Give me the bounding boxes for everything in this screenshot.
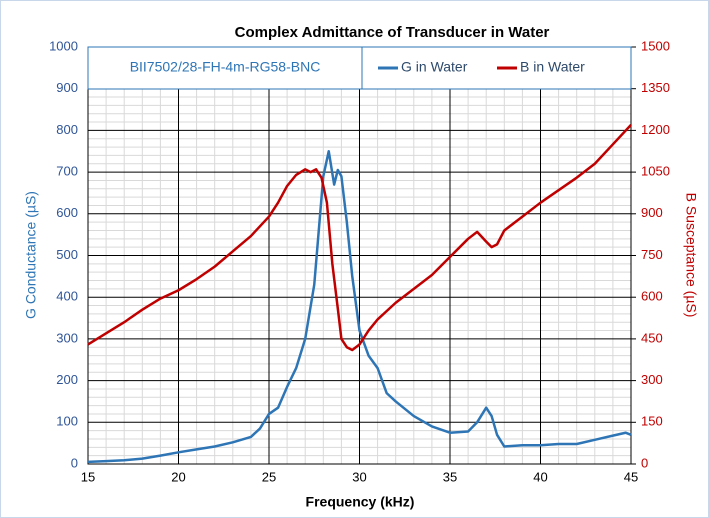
y-tick-label: 500 — [56, 247, 78, 262]
y2-tick-label: 1350 — [641, 80, 670, 95]
x-tick-label: 15 — [81, 469, 95, 484]
y2-tick-label: 1200 — [641, 122, 670, 137]
y2-tick-label: 750 — [641, 247, 663, 262]
y-tick-label: 900 — [56, 80, 78, 95]
y-tick-label: 0 — [71, 455, 78, 470]
y2-tick-label: 600 — [641, 289, 663, 304]
series-line — [87, 123, 632, 352]
y2-tick-label: 0 — [641, 455, 648, 470]
y-tick-label: 800 — [56, 122, 78, 137]
y2-tick-label: 450 — [641, 330, 663, 345]
y-axis-label: G Conductance (µS) — [23, 191, 39, 319]
y-tick-label: 300 — [56, 330, 78, 345]
y-tick-label: 600 — [56, 205, 78, 220]
x-tick-label: 45 — [624, 469, 638, 484]
annotation: BII7502/28-FH-4m-RG58-BNC — [130, 59, 321, 75]
y-tick-label: 1000 — [49, 38, 78, 53]
x-tick-label: 40 — [533, 469, 547, 484]
x-tick-label: 20 — [171, 469, 185, 484]
x-tick-label: 35 — [443, 469, 457, 484]
y-tick-label: 400 — [56, 289, 78, 304]
y-tick-label: 100 — [56, 414, 78, 429]
x-axis-label: Frequency (kHz) — [306, 494, 415, 510]
y2-tick-label: 900 — [641, 205, 663, 220]
chart-title: Complex Admittance of Transducer in Wate… — [235, 24, 550, 41]
y2-tick-label: 300 — [641, 372, 663, 387]
x-tick-label: 25 — [262, 469, 276, 484]
legend-label: G in Water — [401, 59, 468, 75]
x-tick-label: 30 — [352, 469, 366, 484]
y-tick-label: 700 — [56, 164, 78, 179]
series-line — [87, 150, 632, 464]
legend-box — [87, 46, 632, 90]
y-tick-label: 200 — [56, 372, 78, 387]
legend-label: B in Water — [520, 59, 585, 75]
y2-axis-label: B Susceptance (µS) — [683, 193, 699, 318]
y2-tick-label: 150 — [641, 414, 663, 429]
y2-tick-label: 1050 — [641, 164, 670, 179]
y2-tick-label: 1500 — [641, 38, 670, 53]
